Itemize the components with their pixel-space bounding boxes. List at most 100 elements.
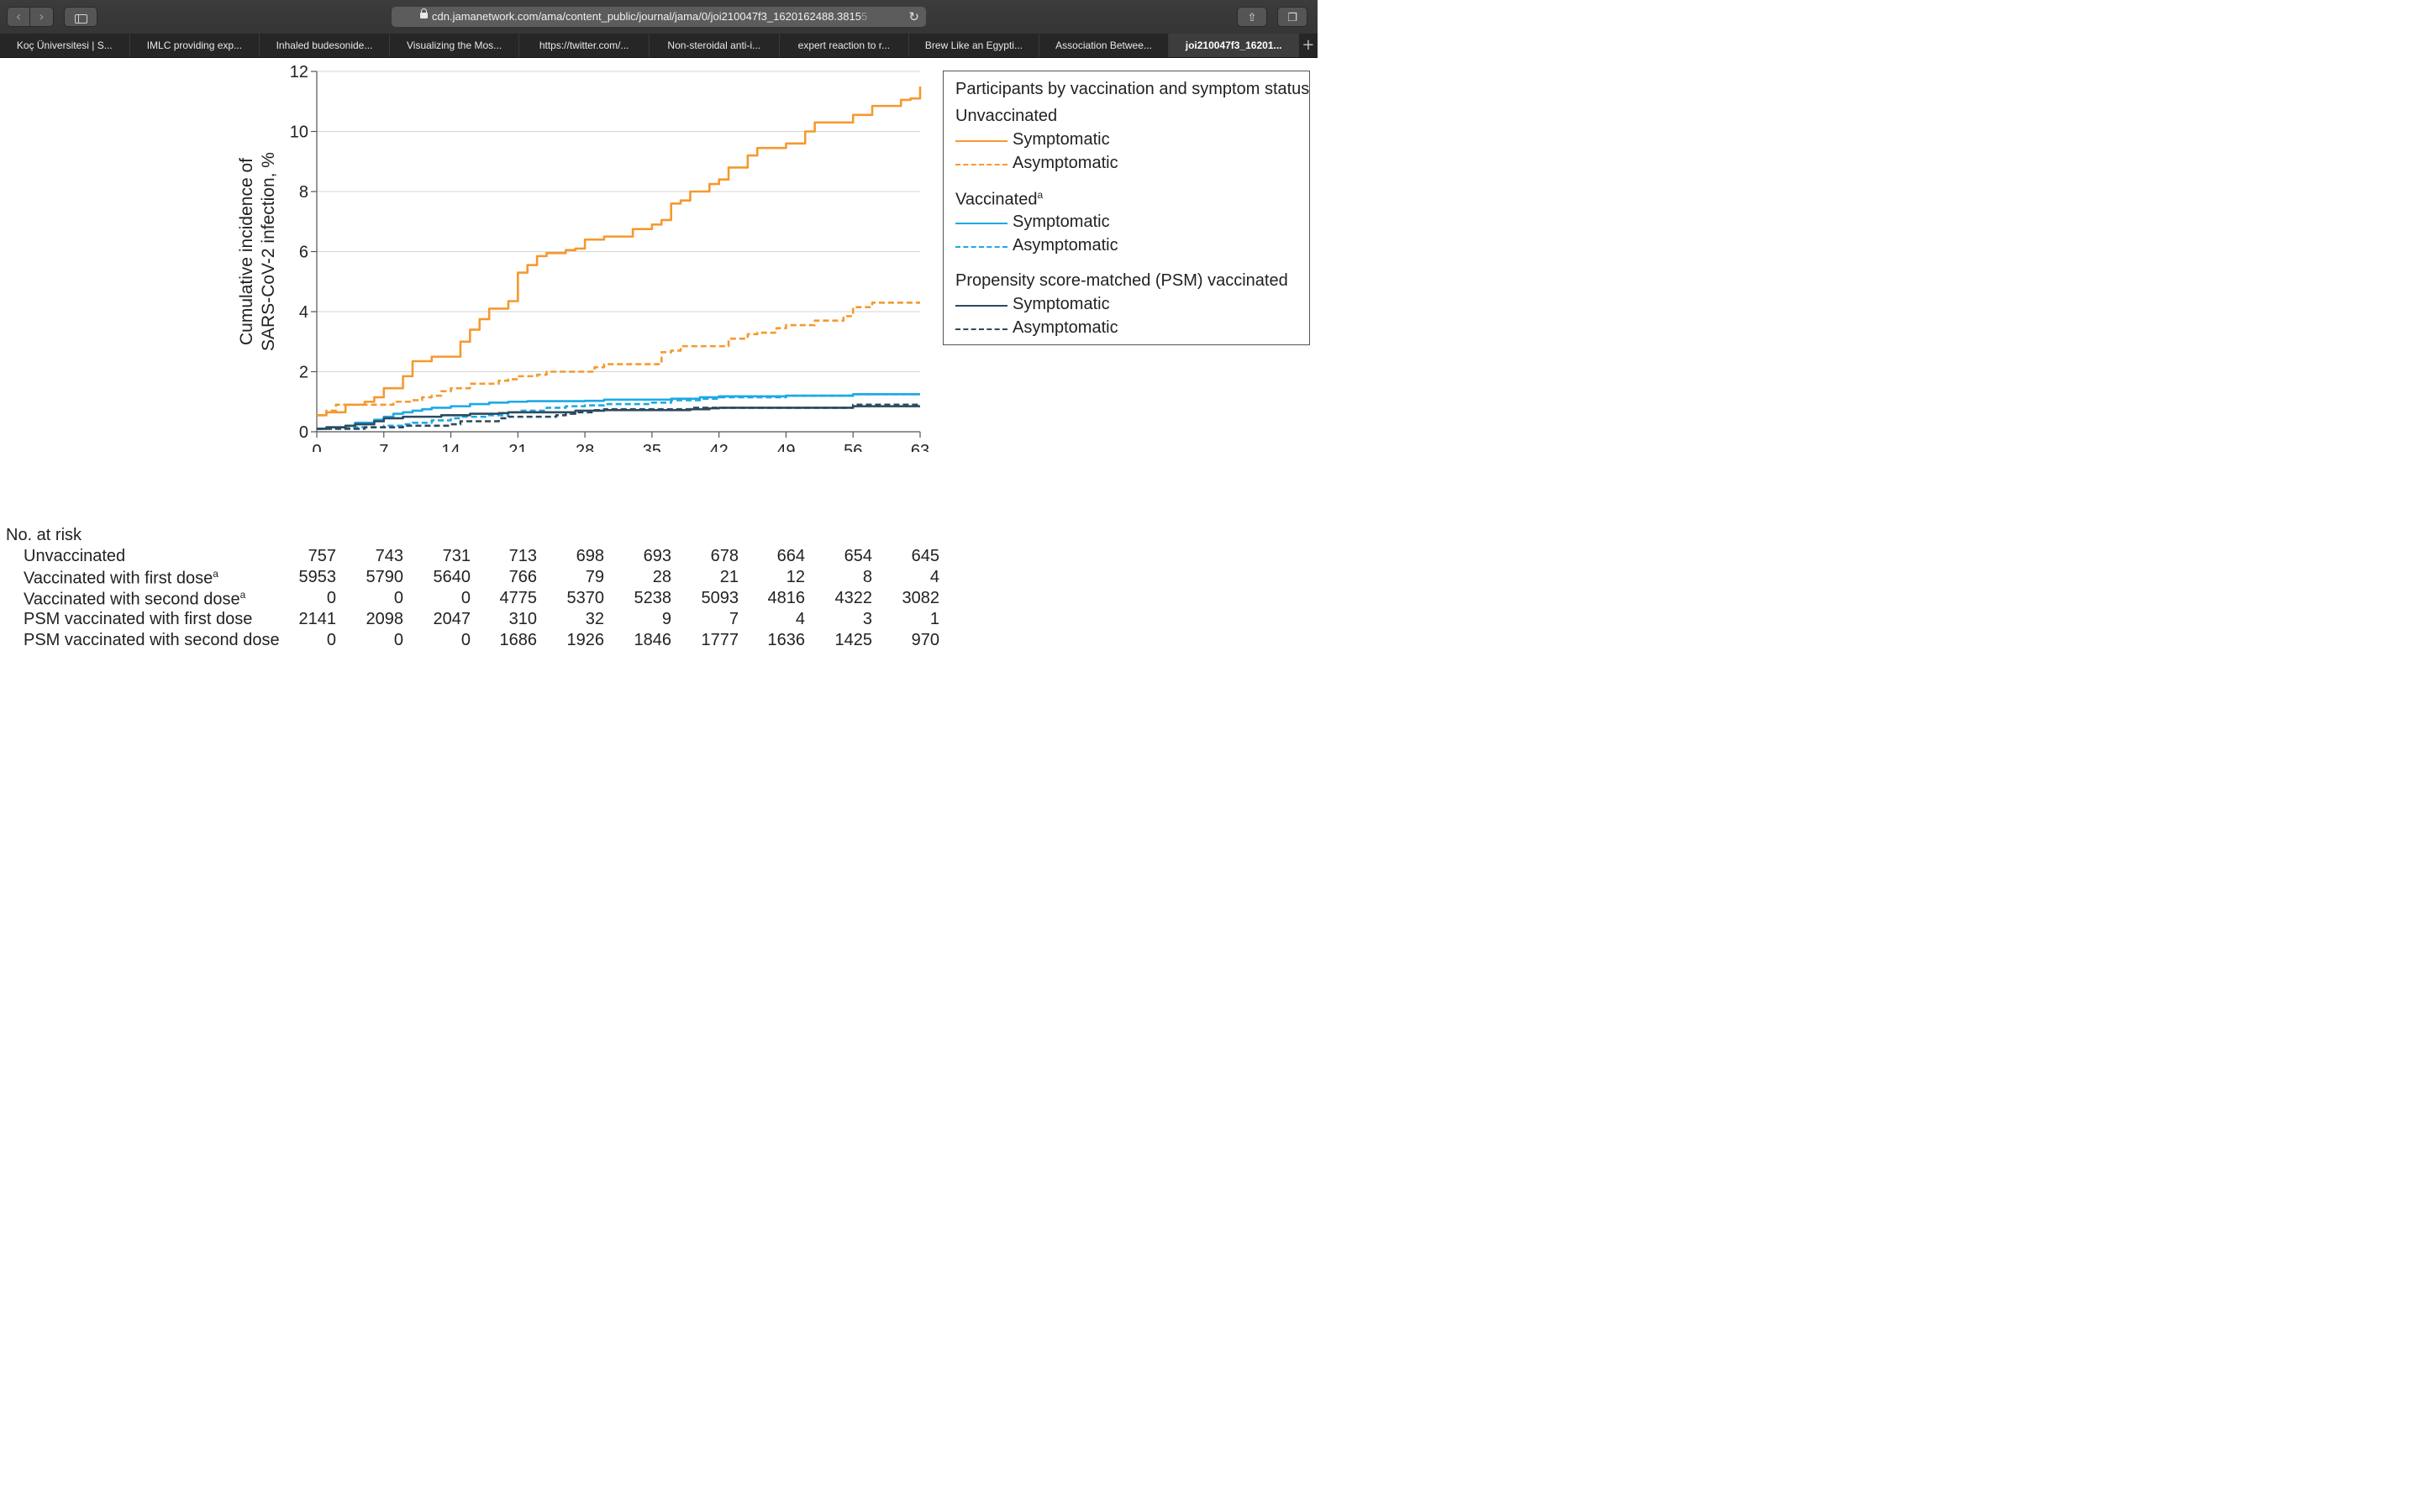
legend-item-label: Symptomatic [1013, 213, 1110, 231]
legend-item-label: Symptomatic [1013, 130, 1110, 149]
risk-cell: 713 [508, 547, 537, 565]
risk-row-label: Unvaccinated [24, 547, 126, 565]
series-line-propensity-asymptomatic [317, 403, 920, 430]
risk-cell: 645 [911, 547, 939, 565]
x-tick-label: 63 [911, 442, 929, 452]
x-tick-label: 21 [508, 442, 527, 452]
risk-cell: 12 [786, 568, 805, 586]
risk-row-label: Vaccinated with second dosea [24, 589, 246, 609]
browser-tab[interactable]: https://twitter.com/... [519, 34, 650, 57]
risk-cell: 9 [661, 610, 671, 628]
series-line-propensity-symptomatic [317, 405, 920, 430]
risk-cell: 2141 [298, 610, 337, 628]
reload-icon[interactable]: ↻ [908, 9, 919, 24]
footnote-marker: a [239, 589, 246, 601]
risk-cell: 21 [719, 568, 739, 586]
risk-cell: 743 [375, 547, 403, 565]
legend-item-label: Asymptomatic [1013, 236, 1118, 255]
risk-cell: 32 [585, 610, 604, 628]
risk-cell: 766 [508, 568, 537, 586]
legend-group-label: Propensity score-matched (PSM) vaccinate… [955, 271, 1288, 290]
risk-cell: 698 [576, 547, 604, 565]
risk-cell: 28 [652, 568, 671, 586]
url-text: cdn.jamanetwork.com/ama/content_public/j… [432, 10, 861, 23]
browser-tab-active[interactable]: joi210047f3_16201... [1169, 34, 1299, 57]
y-tick-label: 10 [290, 123, 308, 142]
y-tick-label: 8 [299, 183, 308, 202]
legend-group-label: Unvaccinated [955, 107, 1058, 125]
risk-cell: 654 [844, 547, 872, 565]
browser-tab[interactable]: Inhaled budesonide... [260, 34, 390, 57]
risk-cell: 693 [643, 547, 671, 565]
tabs-overview-icon[interactable]: ❐ [1277, 7, 1307, 27]
x-tick-label: 7 [379, 442, 388, 452]
risk-cell: 5640 [433, 568, 471, 586]
chart-legend: Participants by vaccination and symptom … [943, 71, 1310, 345]
legend-swatch-dashed [955, 328, 1007, 330]
y-axis-label-line2: SARS-CoV-2 infection, % [259, 152, 278, 351]
share-icon[interactable]: ⇧ [1237, 7, 1267, 27]
browser-tab[interactable]: IMLC providing exp... [130, 34, 260, 57]
forward-arrow-icon[interactable]: › [30, 7, 54, 27]
browser-tab[interactable]: Koç Üniversitesi | S... [0, 34, 130, 57]
legend-swatch-solid [955, 140, 1007, 142]
x-tick-label: 42 [710, 442, 729, 452]
risk-cell: 310 [508, 610, 537, 628]
risk-cell: 79 [585, 568, 604, 586]
address-bar[interactable]: cdn.jamanetwork.com/ama/content_public/j… [392, 7, 926, 27]
risk-cell: 664 [776, 547, 805, 565]
risk-cell: 5790 [366, 568, 404, 586]
legend-swatch-solid [955, 223, 1007, 224]
series-line-unvaccinated-asymptomatic [317, 301, 920, 417]
lock-icon [420, 8, 428, 18]
risk-row-label: Vaccinated with first dosea [24, 568, 218, 588]
x-tick-label: 14 [441, 442, 460, 452]
risk-cell: 8 [862, 568, 872, 586]
url-text-faded: 5 [860, 10, 868, 23]
risk-cell: 7 [729, 610, 739, 628]
x-tick-label: 35 [643, 442, 661, 452]
risk-cell: 970 [911, 631, 939, 649]
legend-item-label: Asymptomatic [1013, 318, 1118, 337]
back-arrow-icon[interactable]: ‹ [7, 7, 30, 27]
risk-cell: 0 [326, 589, 336, 607]
risk-cell: 1926 [566, 631, 605, 649]
browser-tab[interactable]: Non-steroidal anti-i... [650, 34, 780, 57]
browser-tab[interactable]: Brew Like an Egypti... [909, 34, 1039, 57]
footnote-marker: a [1037, 189, 1044, 201]
risk-table-title: No. at risk [6, 526, 82, 544]
browser-toolbar: ‹ › cdn.jamanetwork.com/ama/content_publ… [0, 0, 1318, 34]
browser-tab[interactable]: Association Betwee... [1039, 34, 1170, 57]
risk-cell: 3 [862, 610, 872, 628]
x-tick-label: 49 [776, 442, 795, 452]
series-line-vaccinated-asymptomatic [317, 393, 920, 430]
risk-row-label: PSM vaccinated with first dose [24, 610, 253, 628]
legend-swatch-solid [955, 305, 1007, 307]
y-tick-label: 6 [299, 244, 308, 262]
y-tick-label: 2 [299, 364, 308, 382]
browser-tab[interactable]: expert reaction to r... [780, 34, 910, 57]
risk-cell: 0 [393, 589, 403, 607]
risk-cell: 5093 [701, 589, 739, 607]
sidebar-icon[interactable] [64, 7, 97, 27]
risk-cell: 1636 [767, 631, 806, 649]
risk-cell: 757 [308, 547, 336, 565]
risk-cell: 0 [460, 631, 471, 649]
new-tab-icon[interactable]: + [1302, 36, 1315, 54]
y-tick-label: 12 [290, 63, 308, 81]
risk-cell: 731 [442, 547, 471, 565]
risk-cell: 4775 [499, 589, 538, 607]
risk-cell: 3082 [902, 589, 940, 607]
risk-cell: 4 [929, 568, 939, 586]
y-tick-label: 0 [299, 423, 308, 442]
history-nav: ‹ › [7, 7, 54, 27]
legend-item-label: Symptomatic [1013, 295, 1110, 313]
legend-title: Participants by vaccination and symptom … [955, 80, 1310, 98]
risk-row-label: PSM vaccinated with second dose [24, 631, 280, 649]
risk-cell: 1846 [634, 631, 672, 649]
risk-cell: 1 [929, 610, 939, 628]
browser-tab[interactable]: Visualizing the Mos... [390, 34, 520, 57]
legend-swatch-dashed [955, 246, 1007, 248]
series-line-unvaccinated-symptomatic [317, 86, 922, 417]
risk-cell: 1777 [701, 631, 739, 649]
